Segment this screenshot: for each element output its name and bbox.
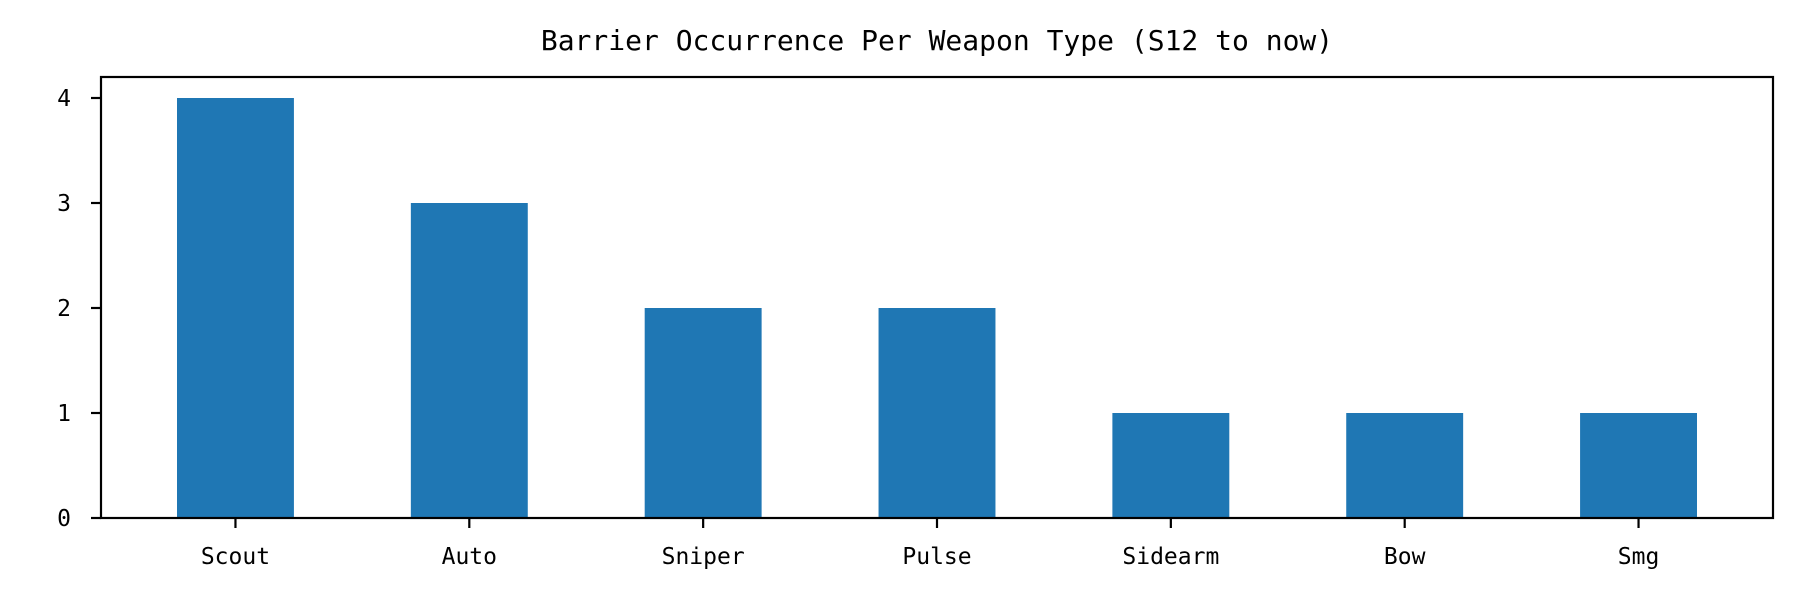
plot-frame [99, 75, 1775, 520]
bar-scout [177, 98, 294, 518]
y-tick-label: 2 [57, 296, 71, 322]
y-axis: 0 1 2 3 4 [57, 86, 101, 532]
x-tick-label: Pulse [902, 544, 971, 570]
x-axis: Scout Auto Sniper Pulse Sidearm Bow Smg [201, 518, 1659, 570]
y-tick-label: 4 [57, 86, 71, 112]
bar-pulse [878, 308, 996, 518]
y-tick-label: 0 [57, 506, 71, 532]
bar-auto [410, 203, 528, 518]
x-tick-label: Bow [1384, 544, 1426, 570]
x-tick-label: Scout [201, 544, 270, 570]
bar-smg [1580, 413, 1697, 518]
y-tick-label: 1 [57, 401, 71, 427]
x-tick-label: Auto [442, 544, 497, 570]
x-tick-label: Sniper [662, 544, 745, 570]
x-tick-label: Sidearm [1122, 544, 1219, 570]
chart-title: Barrier Occurrence Per Weapon Type (S12 … [541, 24, 1333, 57]
bars-group [177, 98, 1697, 518]
y-tick-label: 3 [57, 191, 71, 217]
bar-bow [1346, 413, 1464, 518]
bar-sniper [644, 308, 762, 518]
bar-sidearm [1112, 413, 1230, 518]
x-tick-label: Smg [1618, 544, 1660, 570]
